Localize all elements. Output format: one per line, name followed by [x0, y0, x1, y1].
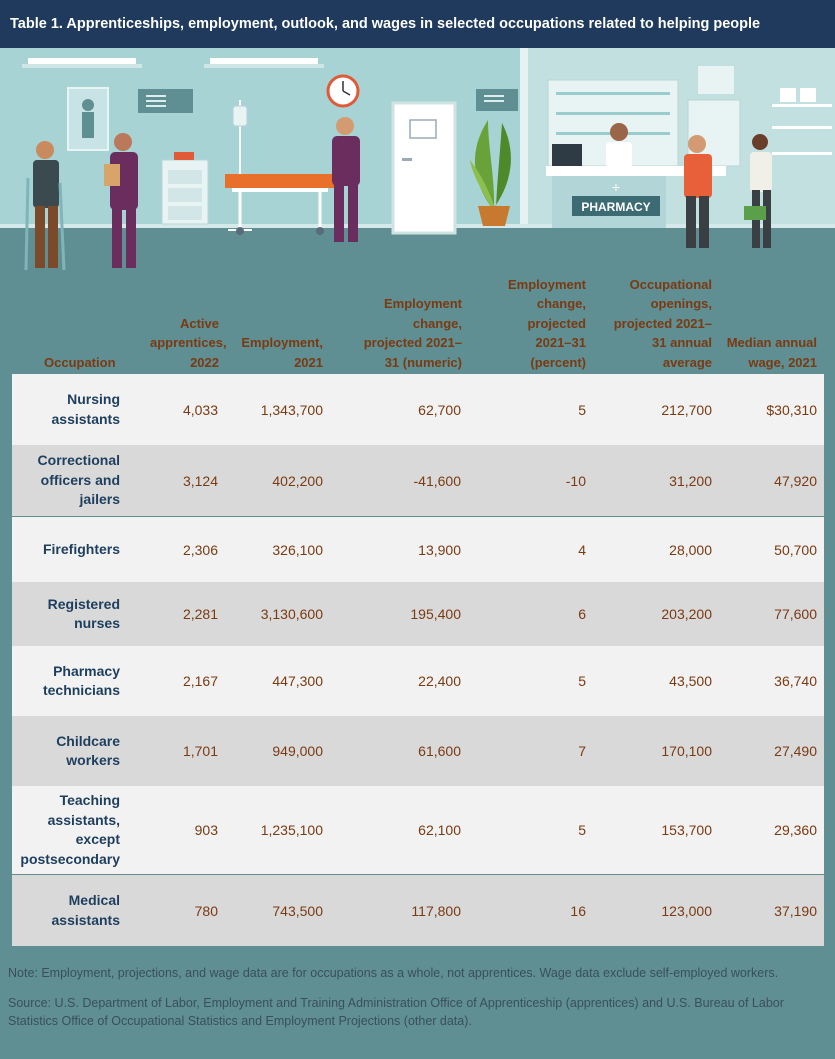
apprentices-cell: 1,701	[182, 743, 218, 759]
source-note: Source: U.S. Department of Labor, Employ…	[8, 996, 784, 1028]
apprentices-cell: 2,281	[182, 606, 218, 622]
change-percent-cell: 16	[570, 902, 586, 919]
row-divider	[12, 874, 824, 875]
wage-cell: 36,740	[774, 673, 817, 689]
wage-cell: 50,700	[774, 541, 817, 558]
change-percent-cell: 5	[578, 401, 586, 418]
table-row: Nursing assistants 4,033 1,343,700 62,70…	[12, 374, 824, 445]
svg-text:+: +	[612, 179, 620, 195]
openings-cell: 170,100	[661, 743, 712, 759]
occupations-table: Nursing assistants 4,033 1,343,700 62,70…	[12, 374, 824, 946]
occupation-cell: Nursing assistants	[51, 391, 120, 427]
pharmacist-figure	[606, 123, 632, 168]
change-percent-cell: 5	[578, 822, 586, 838]
employment-cell: 447,300	[272, 673, 323, 689]
occupation-cell: Childcare workers	[56, 732, 120, 769]
employment-cell: 1,343,700	[260, 401, 323, 418]
doctor-with-crutches-figure	[24, 141, 66, 271]
change-percent-cell: 6	[578, 606, 586, 622]
apprentices-cell: 3,124	[182, 472, 218, 489]
table-row: Registered nurses 2,281 3,130,600 195,40…	[12, 582, 824, 646]
potted-plant-icon	[470, 120, 511, 226]
header-wage: Median annual wage, 2021	[726, 335, 817, 370]
shopper-with-basket-figure	[744, 134, 772, 248]
nurse-standing-figure	[332, 117, 360, 242]
nurse-with-clipboard-figure	[104, 133, 138, 268]
header-employment: Employment, 2021	[241, 335, 323, 370]
openings-cell: 153,700	[661, 822, 712, 838]
hospital-scene: PHARMACY +	[0, 48, 835, 280]
apprentices-cell: 4,033	[182, 401, 218, 418]
occupation-cell: Correctional officers and jailers	[37, 452, 120, 508]
table-header: Occupation Active apprentices, 2022 Empl…	[0, 277, 835, 374]
header-openings: Occupational openings, projected 2021–31…	[613, 276, 712, 370]
table-row: Childcare workers 1,701 949,000 61,600 7…	[12, 716, 824, 786]
employment-cell: 949,000	[272, 743, 323, 759]
wage-cell: $30,310	[766, 401, 817, 418]
wage-cell: 27,490	[774, 743, 817, 759]
apprentices-cell: 2,306	[182, 541, 218, 558]
employment-cell: 3,130,600	[260, 606, 323, 622]
openings-cell: 31,200	[669, 472, 712, 489]
occupation-cell: Teaching assistants, except postsecondar…	[20, 792, 120, 867]
change-numeric-cell: 61,600	[418, 743, 461, 759]
change-numeric-cell: 13,900	[418, 541, 461, 558]
footnote: Note: Employment, projections, and wage …	[8, 966, 779, 980]
openings-cell: 43,500	[669, 673, 712, 689]
occupation-cell: Registered nurses	[47, 595, 120, 632]
change-percent-cell: 7	[578, 743, 586, 759]
occupation-cell: Medical assistants	[51, 892, 120, 928]
door-icon	[391, 101, 457, 235]
header-apprentices: Active apprentices, 2022	[150, 315, 227, 370]
occupation-cell: Firefighters	[42, 540, 120, 557]
change-percent-cell: -10	[565, 472, 586, 489]
change-numeric-cell: 62,700	[418, 401, 461, 418]
employment-cell: 1,235,100	[260, 822, 323, 838]
hospital-bed-icon	[225, 174, 335, 235]
apprentices-cell: 2,167	[182, 673, 218, 689]
table-footer: Note: Employment, projections, and wage …	[0, 946, 835, 1059]
occupation-cell: Pharmacy technicians	[42, 662, 120, 699]
wage-cell: 77,600	[774, 606, 817, 622]
apprentices-cell: 903	[194, 822, 218, 838]
change-numeric-cell: 22,400	[418, 673, 461, 689]
table-row: Teaching assistants, except postsecondar…	[12, 786, 824, 874]
openings-cell: 28,000	[669, 541, 712, 558]
change-percent-cell: 5	[578, 673, 586, 689]
header-occupation: Occupation	[44, 354, 116, 370]
table-row: Correctional officers and jailers 3,124 …	[12, 445, 824, 516]
change-percent-cell: 4	[578, 541, 586, 558]
table-row: Firefighters 2,306 326,100 13,900 4 28,0…	[12, 517, 824, 582]
change-numeric-cell: -41,600	[413, 472, 461, 489]
employment-cell: 326,100	[272, 541, 323, 558]
wage-cell: 37,190	[774, 902, 817, 919]
employment-cell: 402,200	[272, 472, 323, 489]
table-row: Pharmacy technicians 2,167 447,300 22,40…	[12, 646, 824, 716]
change-numeric-cell: 195,400	[410, 606, 461, 622]
row-divider	[12, 516, 824, 517]
employment-cell: 743,500	[272, 902, 323, 919]
header-change-percent: Employment change, projected 2021–31 (pe…	[507, 276, 586, 370]
openings-cell: 212,700	[661, 401, 712, 418]
customer-figure	[684, 135, 712, 248]
openings-cell: 123,000	[661, 902, 712, 919]
openings-cell: 203,200	[661, 606, 712, 622]
change-numeric-cell: 117,800	[411, 902, 461, 919]
wall-clock-icon	[326, 74, 360, 108]
change-numeric-cell: 62,100	[418, 822, 461, 838]
apprentices-cell: 780	[194, 902, 218, 919]
table-row: Medical assistants 780 743,500 117,800 1…	[12, 875, 824, 946]
pharmacy-sign: PHARMACY	[581, 200, 650, 214]
wage-cell: 29,360	[774, 822, 817, 838]
wage-cell: 47,920	[774, 472, 817, 489]
table-title: Table 1. Apprenticeships, employment, ou…	[0, 0, 835, 48]
header-change-numeric: Employment change, projected 2021–31 (nu…	[363, 296, 462, 370]
